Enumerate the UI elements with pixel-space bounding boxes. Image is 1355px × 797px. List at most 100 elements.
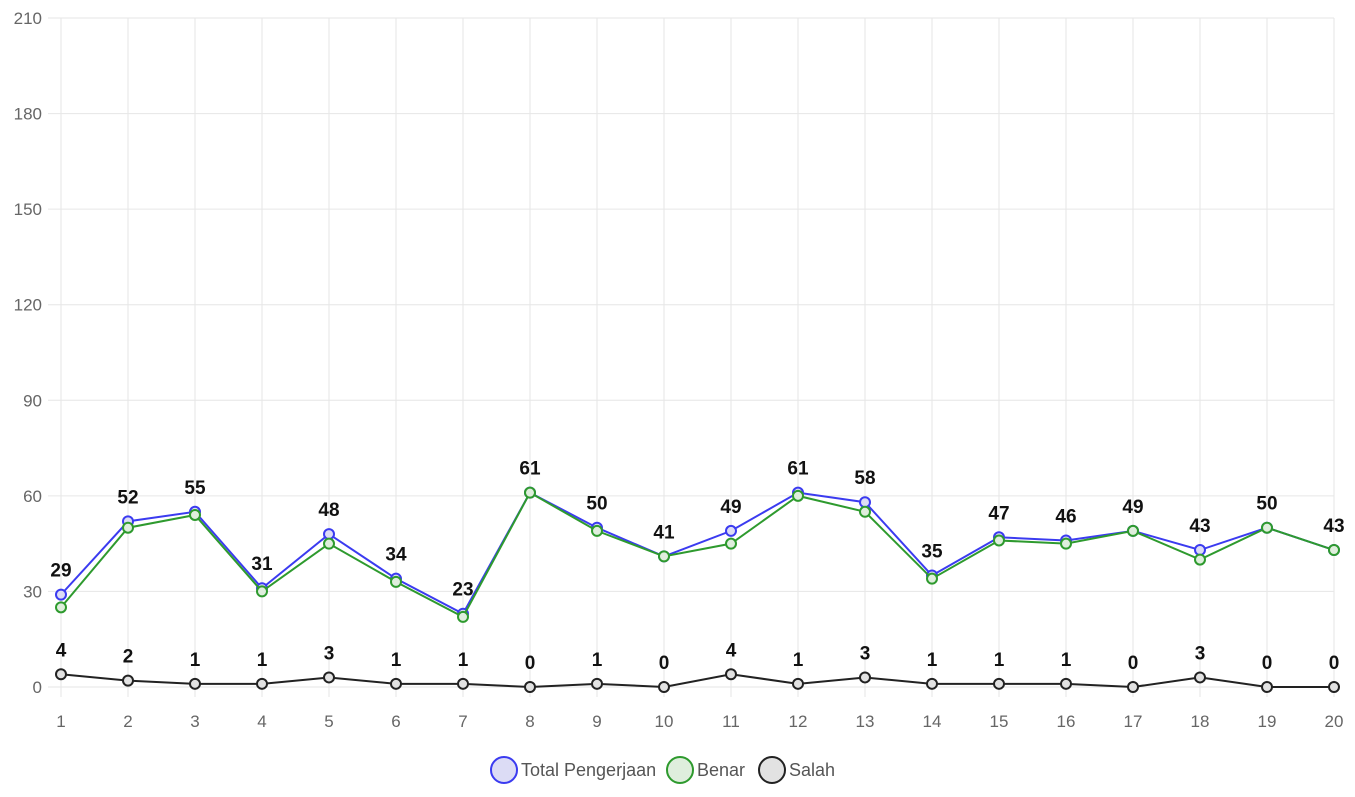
data-point <box>1194 553 1206 566</box>
x-tick-label: 4 <box>257 712 266 731</box>
data-label: 0 <box>525 653 536 674</box>
legend-swatch <box>758 756 786 784</box>
data-label: 1 <box>927 650 938 671</box>
data-point <box>457 677 469 690</box>
data-point <box>1328 681 1340 693</box>
data-label: 1 <box>458 650 469 671</box>
x-tick-label: 13 <box>856 712 875 731</box>
x-tick-label: 6 <box>391 712 400 731</box>
data-point <box>390 575 402 588</box>
legend-item[interactable]: Salah <box>758 756 835 784</box>
x-tick-label: 15 <box>990 712 1009 731</box>
legend-swatch <box>666 756 694 784</box>
x-tick-label: 7 <box>458 712 467 731</box>
data-label: 2 <box>123 647 134 668</box>
data-point <box>189 508 201 521</box>
data-label: 4 <box>56 640 67 661</box>
data-label: 0 <box>659 653 670 674</box>
data-point <box>55 668 67 681</box>
legend-label: Benar <box>697 760 745 780</box>
data-point <box>256 585 268 598</box>
data-label: 35 <box>921 542 943 563</box>
data-label: 43 <box>1323 516 1344 537</box>
data-label: 1 <box>257 650 268 671</box>
series-line <box>60 491 1335 619</box>
data-point <box>323 537 335 550</box>
data-label: 58 <box>854 468 875 489</box>
data-point <box>1194 544 1206 557</box>
data-label: 1 <box>1061 650 1072 671</box>
data-label: 34 <box>385 545 407 566</box>
data-point <box>457 610 469 623</box>
series-lines <box>55 486 1340 693</box>
data-point <box>725 537 737 550</box>
data-label: 23 <box>452 580 473 601</box>
data-point <box>591 677 603 690</box>
data-point <box>926 677 938 690</box>
x-tick-label: 9 <box>592 712 601 731</box>
data-point <box>1060 677 1072 690</box>
grid-lines <box>48 17 1335 697</box>
data-point <box>1127 524 1139 537</box>
data-label: 41 <box>653 522 675 543</box>
data-label: 4 <box>726 640 737 661</box>
data-point <box>658 550 670 563</box>
legend[interactable]: Total Pengerjaan Benar Salah <box>490 756 835 784</box>
y-tick-label: 120 <box>14 296 42 315</box>
data-point <box>323 528 335 541</box>
data-point <box>859 496 871 509</box>
data-label: 55 <box>184 478 206 499</box>
data-point <box>993 534 1005 547</box>
data-point <box>1060 537 1072 550</box>
y-tick-label: 60 <box>23 487 42 506</box>
data-point <box>55 601 67 614</box>
series-line <box>60 673 1334 689</box>
data-point <box>122 674 134 687</box>
data-label: 52 <box>117 487 138 508</box>
data-point <box>55 588 67 601</box>
data-point <box>524 486 536 499</box>
x-tick-label: 16 <box>1057 712 1076 731</box>
legend-item[interactable]: Benar <box>666 756 745 784</box>
data-label: 49 <box>720 497 741 518</box>
data-point <box>323 671 335 684</box>
x-tick-label: 11 <box>722 712 740 731</box>
data-point <box>859 505 871 518</box>
legend-item[interactable]: Total Pengerjaan <box>490 756 656 784</box>
data-label: 3 <box>860 643 871 664</box>
data-point <box>993 677 1005 690</box>
x-tick-label: 14 <box>923 712 942 731</box>
data-point <box>189 677 201 690</box>
y-tick-label: 180 <box>14 105 42 124</box>
data-point <box>725 524 737 537</box>
data-point <box>122 521 134 534</box>
y-tick-label: 150 <box>14 200 42 219</box>
data-label: 3 <box>324 643 335 664</box>
x-tick-label: 17 <box>1124 712 1143 731</box>
data-label: 1 <box>391 650 402 671</box>
data-label: 31 <box>251 554 273 575</box>
data-point <box>792 489 804 502</box>
x-tick-label: 2 <box>123 712 132 731</box>
x-tick-label: 12 <box>789 712 808 731</box>
data-label: 49 <box>1122 497 1143 518</box>
data-point <box>1261 521 1273 534</box>
data-label: 1 <box>793 650 804 671</box>
legend-swatch <box>490 756 518 784</box>
data-point <box>390 677 402 690</box>
data-point <box>859 671 871 684</box>
legend-label: Salah <box>789 760 835 780</box>
x-tick-label: 8 <box>525 712 534 731</box>
data-point <box>792 677 804 690</box>
data-label: 29 <box>50 561 71 582</box>
data-label: 47 <box>988 503 1009 524</box>
data-label: 1 <box>592 650 603 671</box>
y-tick-label: 210 <box>14 9 42 28</box>
data-point <box>926 572 938 585</box>
data-point <box>1127 681 1139 693</box>
y-tick-label: 0 <box>33 678 42 697</box>
x-tick-label: 1 <box>56 712 65 731</box>
